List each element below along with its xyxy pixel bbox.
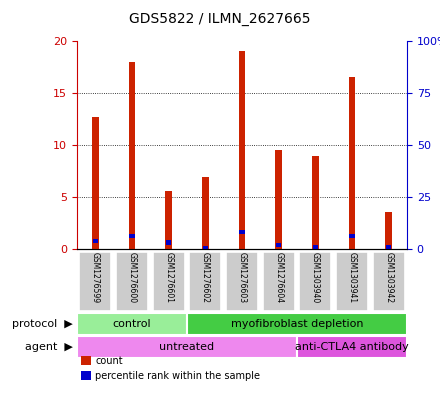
Bar [202,177,209,249]
Bar [226,252,258,311]
Text: GSM1276602: GSM1276602 [201,252,210,303]
Text: percentile rank within the sample: percentile rank within the sample [95,371,260,380]
Bar [312,156,319,249]
Text: anti-CTLA4 antibody: anti-CTLA4 antibody [295,342,409,352]
Bar [116,252,148,311]
Text: GSM1276603: GSM1276603 [238,252,246,303]
Text: GSM1303941: GSM1303941 [348,252,356,303]
Bar [336,252,368,311]
Bar [153,252,185,311]
Bar [385,212,392,249]
Bar [79,252,111,311]
Bar [349,233,355,238]
Text: protocol  ▶: protocol ▶ [12,319,73,329]
Bar [297,336,407,358]
Text: count: count [95,356,123,365]
Bar [77,336,297,358]
Bar [386,245,391,250]
Bar [165,191,172,249]
Bar [166,241,171,244]
Bar [129,62,136,249]
Text: GSM1276604: GSM1276604 [274,252,283,303]
Bar [92,117,99,249]
Bar [263,252,295,311]
Text: GSM1276601: GSM1276601 [164,252,173,303]
Bar [373,252,405,311]
Bar [187,313,407,335]
Text: GSM1276599: GSM1276599 [91,252,100,303]
Bar [313,244,318,249]
Text: agent  ▶: agent ▶ [25,342,73,352]
Text: myofibroblast depletion: myofibroblast depletion [231,319,363,329]
Bar [276,242,281,247]
Bar [189,252,221,311]
Bar [299,252,331,311]
Text: GSM1303942: GSM1303942 [384,252,393,303]
Text: untreated: untreated [159,342,215,352]
Text: GDS5822 / ILMN_2627665: GDS5822 / ILMN_2627665 [129,12,311,26]
Bar [239,51,246,249]
Bar [349,77,356,249]
Text: control: control [113,319,151,329]
Bar [93,239,98,243]
Bar [77,313,187,335]
Bar [129,233,135,238]
Bar [275,151,282,249]
Text: GSM1276600: GSM1276600 [128,252,136,303]
Text: GSM1303940: GSM1303940 [311,252,320,304]
Bar [203,246,208,250]
Bar [239,230,245,234]
